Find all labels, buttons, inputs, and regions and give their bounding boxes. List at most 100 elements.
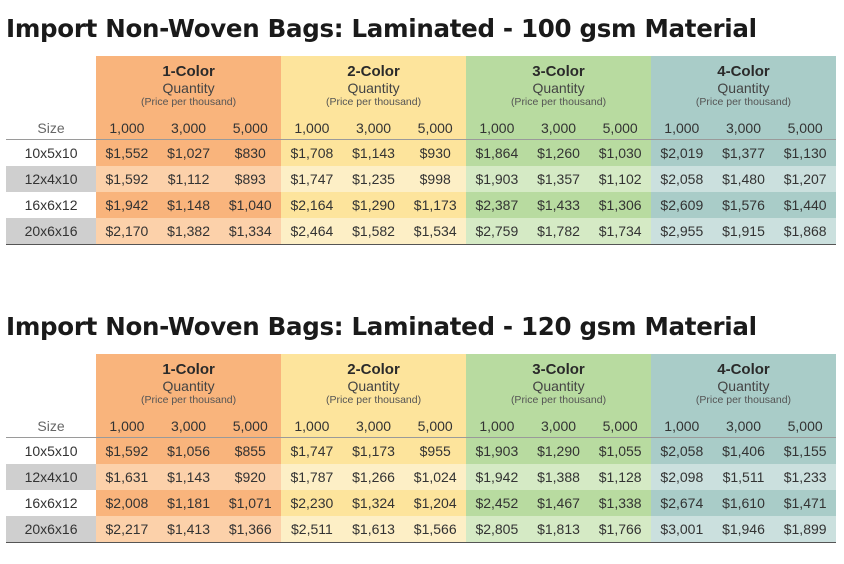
blank-cell — [6, 56, 96, 80]
quantity-header-row: Quantity (Price per thousand) Quantity (Pri… — [6, 378, 836, 414]
price-note: (Price per thousand) — [510, 96, 607, 108]
color-header-row: 1-Color 2-Color 3-Color 4-Color — [6, 56, 836, 80]
price-cell: $1,433 — [527, 192, 590, 218]
price-cell: $1,899 — [774, 516, 836, 543]
price-cell: $1,102 — [589, 166, 651, 192]
quantity-column-header: 3,000 — [342, 414, 405, 438]
quantity-label: Quantity — [532, 378, 585, 394]
price-cell: $2,098 — [651, 464, 713, 490]
quantity-column-header: 5,000 — [589, 116, 651, 140]
table-row: 20x6x16 $2,217 $1,413 $1,366 $2,511 $1,613 $1,… — [6, 516, 836, 543]
price-cell: $1,610 — [712, 490, 775, 516]
price-cell: $1,813 — [527, 516, 590, 543]
quantity-column-header: 1,000 — [466, 116, 528, 140]
price-cell: $1,204 — [404, 490, 467, 516]
price-cell: $2,759 — [466, 218, 528, 245]
quantity-column-header: 5,000 — [774, 116, 836, 140]
table-row: 12x4x10 $1,592 $1,112 $893 $1,747 $1,235 $998 $… — [6, 166, 836, 192]
quantity-column-header: 3,000 — [712, 116, 775, 140]
units-row: Size 1,000 3,000 5,000 1,000 3,000 5,000 1,000 3… — [6, 116, 836, 140]
price-cell: $1,128 — [589, 464, 651, 490]
quantity-column-header: 1,000 — [96, 414, 158, 438]
price-cell: $1,027 — [157, 139, 220, 166]
price-cell: $2,511 — [281, 516, 343, 543]
section-title: Import Non-Woven Bags: Laminated - 100 g… — [6, 14, 757, 43]
blank-cell — [6, 80, 96, 116]
quantity-column-header: 1,000 — [466, 414, 528, 438]
quantity-header: Quantity (Price per thousand) — [651, 378, 836, 414]
price-cell: $2,230 — [281, 490, 343, 516]
price-cell: $955 — [404, 437, 467, 464]
price-note: (Price per thousand) — [695, 394, 792, 406]
price-note: (Price per thousand) — [325, 96, 422, 108]
price-cell: $1,582 — [342, 218, 405, 245]
price-cell: $1,148 — [157, 192, 220, 218]
quantity-column-header: 3,000 — [157, 116, 220, 140]
price-cell: $3,001 — [651, 516, 713, 543]
quantity-label: Quantity — [532, 80, 585, 96]
price-cell: $1,942 — [466, 464, 528, 490]
quantity-column-header: 3,000 — [157, 414, 220, 438]
size-column-header: Size — [6, 116, 97, 140]
size-cell: 12x4x10 — [6, 464, 97, 490]
color-group-label: 3-Color — [466, 56, 651, 80]
price-cell: $2,464 — [281, 218, 343, 245]
quantity-column-header: 3,000 — [527, 414, 590, 438]
price-cell: $2,019 — [651, 139, 713, 166]
size-cell: 16x6x12 — [24, 495, 78, 511]
price-cell: $1,631 — [96, 464, 158, 490]
price-cell: $2,164 — [281, 192, 343, 218]
price-table: 1-Color 2-Color 3-Color 4-Color Quantity (Pri… — [6, 354, 836, 543]
quantity-header: Quantity (Price per thousand) — [281, 80, 467, 116]
price-cell: $1,056 — [157, 437, 220, 464]
price-cell: $1,576 — [712, 192, 775, 218]
color-group-label: 4-Color — [651, 354, 836, 378]
price-cell: $830 — [219, 139, 282, 166]
price-cell: $1,030 — [589, 139, 651, 166]
quantity-header: Quantity (Price per thousand) — [466, 80, 651, 116]
quantity-label: Quantity — [162, 378, 215, 394]
price-cell: $1,787 — [281, 464, 343, 490]
color-group-label: 1-Color — [96, 354, 282, 378]
size-column-header: Size — [6, 414, 97, 438]
color-group-label: 3-Color — [466, 354, 651, 378]
quantity-header-row: Quantity (Price per thousand) Quantity (Pri… — [6, 80, 836, 116]
price-cell: $2,955 — [651, 218, 713, 245]
price-cell: $2,452 — [466, 490, 528, 516]
price-cell: $998 — [404, 166, 467, 192]
quantity-column-header: 3,000 — [712, 414, 775, 438]
price-cell: $920 — [219, 464, 282, 490]
price-cell: $1,155 — [774, 437, 836, 464]
price-cell: $1,377 — [712, 139, 775, 166]
quantity-column-header: 5,000 — [774, 414, 836, 438]
quantity-label: Quantity — [347, 378, 400, 394]
quantity-column-header: 1,000 — [281, 116, 343, 140]
price-cell: $1,235 — [342, 166, 405, 192]
price-cell: $1,471 — [774, 490, 836, 516]
price-cell: $1,055 — [589, 437, 651, 464]
price-cell: $1,552 — [96, 139, 158, 166]
price-cell: $1,534 — [404, 218, 467, 245]
price-cell: $2,058 — [651, 166, 713, 192]
price-note: (Price per thousand) — [141, 96, 237, 108]
price-cell: $1,382 — [157, 218, 220, 245]
price-cell: $1,747 — [281, 437, 343, 464]
price-cell: $1,266 — [342, 464, 405, 490]
quantity-label: Quantity — [347, 80, 400, 96]
price-cell: $1,143 — [342, 139, 405, 166]
price-cell: $1,181 — [157, 490, 220, 516]
price-cell: $1,566 — [404, 516, 467, 543]
quantity-label: Quantity — [162, 80, 215, 96]
size-cell: 16x6x12 — [24, 197, 78, 213]
price-cell: $1,173 — [342, 437, 405, 464]
size-cell: 12x4x10 — [6, 166, 97, 192]
price-cell: $1,334 — [219, 218, 282, 245]
quantity-column-header: 1,000 — [96, 116, 158, 140]
color-group-label: 4-Color — [651, 56, 836, 80]
size-cell: 20x6x16 — [6, 218, 97, 245]
price-cell: $1,413 — [157, 516, 220, 543]
price-cell: $1,592 — [96, 166, 158, 192]
price-cell: $1,207 — [774, 166, 836, 192]
price-cell: $2,008 — [96, 490, 158, 516]
price-cell: $1,040 — [219, 192, 282, 218]
